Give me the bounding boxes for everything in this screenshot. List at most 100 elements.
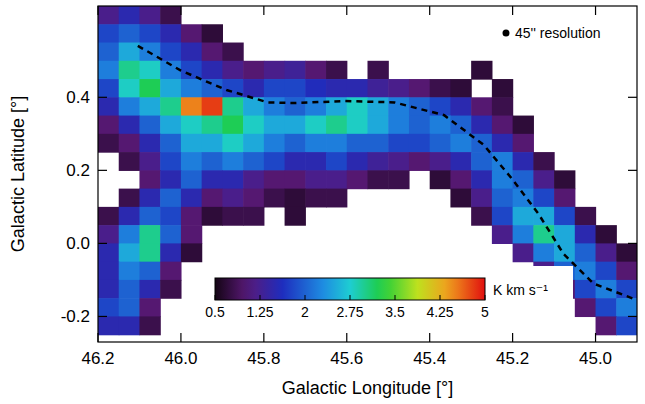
map-cell: [471, 170, 492, 189]
map-cell: [160, 262, 181, 281]
map-cell: [139, 243, 160, 262]
map-cell: [160, 6, 181, 25]
map-cell: [575, 225, 596, 244]
map-cell: [285, 61, 306, 80]
x-tick-label: 46.0: [164, 349, 197, 368]
x-tick-label: 45.2: [496, 349, 529, 368]
map-cell: [305, 170, 326, 189]
map-cell: [430, 116, 451, 135]
y-tick: [98, 97, 107, 98]
map-cell: [471, 61, 492, 80]
map-cell: [139, 134, 160, 153]
x-tick: [97, 333, 98, 342]
map-cell: [533, 152, 554, 171]
map-cell: [119, 189, 140, 208]
map-cell: [388, 97, 409, 116]
map-cell: [160, 243, 181, 262]
colorbar-tick-label: 5: [481, 304, 489, 320]
colorbar-tick-label: 2: [301, 304, 309, 320]
map-cell: [326, 134, 347, 153]
map-cell: [181, 116, 202, 135]
colorbar-tick-label: 0.5: [205, 304, 225, 320]
map-cell: [202, 152, 223, 171]
colorbar-tick: [305, 295, 306, 300]
map-cell: [181, 189, 202, 208]
map-cell: [98, 280, 119, 299]
map-cell: [305, 152, 326, 171]
map-cell: [596, 243, 617, 262]
map-cell: [264, 61, 285, 80]
map-cell: [450, 116, 471, 135]
map-cell: [575, 280, 596, 299]
map-cell: [243, 134, 264, 153]
map-cell: [616, 262, 637, 281]
map-cell: [513, 116, 534, 135]
x-tick: [180, 6, 181, 15]
map-cell: [222, 97, 243, 116]
map-cell: [119, 97, 140, 116]
map-cell: [139, 298, 160, 317]
map-cell: [98, 134, 119, 153]
map-cell: [409, 134, 430, 153]
x-tick: [595, 6, 596, 15]
map-cell: [202, 61, 223, 80]
map-cell: [222, 152, 243, 171]
colorbar-tick-label: 1.25: [246, 304, 273, 320]
map-cell: [554, 225, 575, 244]
map-cell: [492, 134, 513, 153]
map-cell: [243, 79, 264, 98]
map-cell: [202, 43, 223, 62]
map-cell: [98, 116, 119, 135]
map-cell: [285, 79, 306, 98]
map-cell: [513, 243, 534, 262]
y-tick-label: 0.0: [66, 234, 90, 253]
map-cell: [98, 79, 119, 98]
map-cell: [471, 189, 492, 208]
map-cell: [202, 170, 223, 189]
map-cell: [513, 225, 534, 244]
map-cell: [139, 225, 160, 244]
colorbar-tick-label: 2.75: [336, 304, 363, 320]
map-cell: [285, 152, 306, 171]
x-tick: [595, 333, 596, 342]
map-cell: [119, 207, 140, 226]
map-cell: [575, 243, 596, 262]
map-cell: [471, 207, 492, 226]
map-cell: [575, 207, 596, 226]
x-tick-label: 45.6: [330, 349, 363, 368]
y-tick: [628, 243, 637, 244]
map-cell: [326, 189, 347, 208]
map-cell: [119, 134, 140, 153]
map-cell: [119, 116, 140, 135]
map-layer: [98, 6, 637, 335]
map-cell: [139, 262, 160, 281]
map-cell: [285, 134, 306, 153]
map-cell: [119, 298, 140, 317]
x-tick-label: 45.8: [247, 349, 280, 368]
map-cell: [430, 152, 451, 171]
x-tick-label: 45.0: [579, 349, 612, 368]
map-cell: [492, 79, 513, 98]
map-cell: [305, 116, 326, 135]
map-cell: [471, 97, 492, 116]
map-cell: [513, 152, 534, 171]
map-cell: [596, 225, 617, 244]
map-cell: [388, 79, 409, 98]
map-cell: [119, 280, 140, 299]
map-cell: [492, 189, 513, 208]
map-cell: [139, 207, 160, 226]
map-cell: [430, 79, 451, 98]
map-cell: [119, 316, 140, 335]
map-cell: [554, 189, 575, 208]
map-cell: [98, 243, 119, 262]
colorbar-tick-label: 3.5: [385, 304, 405, 320]
map-cell: [616, 316, 637, 335]
x-tick: [512, 6, 513, 15]
x-tick: [346, 333, 347, 342]
map-cell: [368, 97, 389, 116]
x-axis-title: Galactic Longitude [°]: [282, 378, 453, 398]
map-cell: [160, 43, 181, 62]
map-cell: [575, 262, 596, 281]
map-cell: [596, 298, 617, 317]
colorbar-box: [203, 266, 573, 326]
